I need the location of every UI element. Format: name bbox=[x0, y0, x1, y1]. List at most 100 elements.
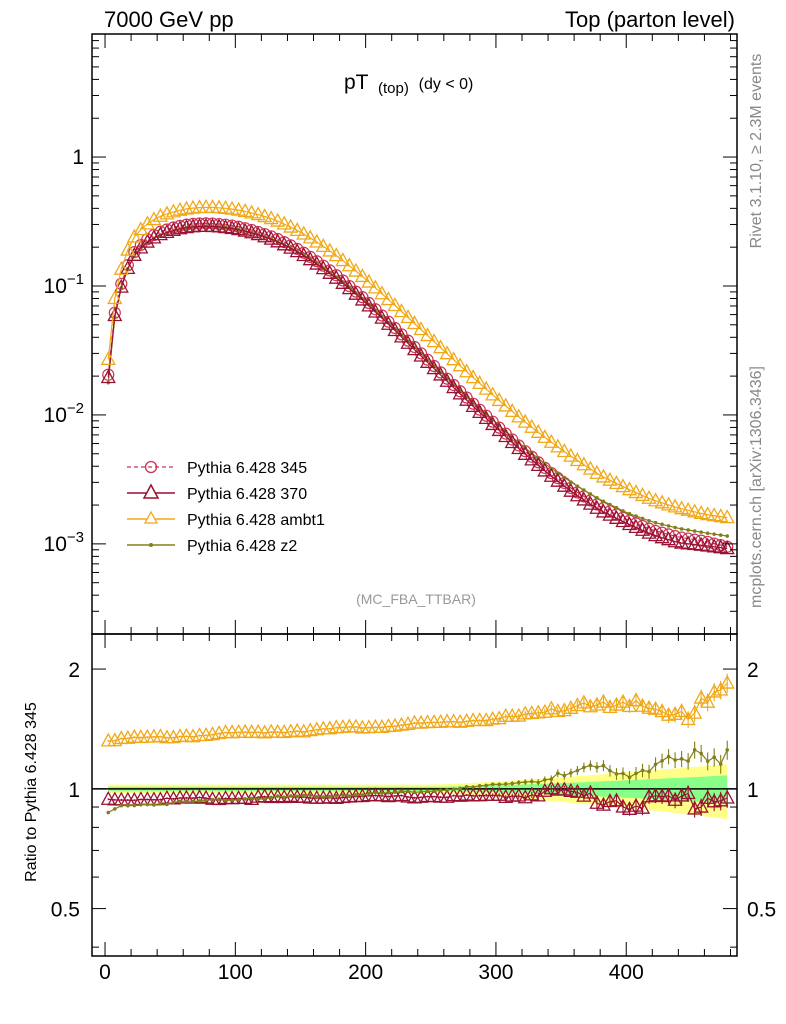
ratio-point-2-59 bbox=[490, 782, 495, 787]
ratio-point-0-81 bbox=[628, 797, 644, 812]
main-point-1-29 bbox=[289, 243, 305, 258]
main-point-2-57 bbox=[472, 374, 488, 389]
ratio-point-0-70 bbox=[556, 781, 572, 796]
main-point-1-37 bbox=[341, 280, 357, 295]
ratio-ytick-label-right-2: 2 bbox=[747, 659, 759, 682]
main-point-1-66 bbox=[530, 457, 546, 472]
main-point-2-45 bbox=[393, 303, 410, 318]
ratio-point-2-72 bbox=[575, 768, 580, 773]
ratio-point-2-63 bbox=[516, 780, 521, 785]
main-point-3-93 bbox=[712, 532, 716, 536]
ratio-point-0-66 bbox=[530, 787, 546, 802]
ratio-point-2-17 bbox=[217, 797, 221, 801]
main-point-1-95 bbox=[719, 540, 735, 555]
main-point-2-37 bbox=[341, 257, 357, 272]
ratio-point-2-49 bbox=[425, 789, 430, 794]
main-point-2-85 bbox=[654, 494, 670, 509]
ratio-point-2-6 bbox=[145, 802, 150, 807]
main-point-3-85 bbox=[660, 522, 664, 527]
ratio-point-1-73 bbox=[576, 694, 592, 709]
ratio-point-0-87 bbox=[667, 791, 683, 806]
ratio-point-1-84 bbox=[647, 700, 664, 715]
main-point-2-49 bbox=[419, 327, 436, 342]
plot-title: pT (top) (dy < 0) bbox=[344, 71, 473, 98]
legend-marker-ambt1 bbox=[143, 510, 159, 524]
legend-marker-345 bbox=[144, 460, 158, 474]
main-point-2-29 bbox=[289, 222, 305, 237]
main-point-1-77 bbox=[602, 506, 618, 521]
main-point-2-90 bbox=[687, 503, 703, 518]
ratio-point-2-51 bbox=[438, 788, 443, 793]
ratio-point-2-48 bbox=[419, 790, 423, 794]
ratio-series-1 bbox=[100, 673, 735, 747]
main-point-1-36 bbox=[335, 274, 351, 289]
ratio-point-2-13 bbox=[191, 799, 195, 804]
ratio-point-1-77 bbox=[602, 699, 618, 714]
main-point-3-70 bbox=[562, 475, 567, 480]
ratio-point-2-78 bbox=[614, 772, 619, 776]
main-point-1-9 bbox=[159, 223, 175, 239]
ratio-point-2-60 bbox=[497, 782, 501, 787]
main-point-1-39 bbox=[354, 291, 370, 306]
ratio-point-0-94 bbox=[713, 792, 729, 807]
main-point-1-8 bbox=[152, 226, 169, 241]
ratio-point-2-28 bbox=[288, 794, 293, 798]
ratio-point-2-58 bbox=[484, 783, 488, 788]
main-point-1-40 bbox=[361, 297, 377, 312]
main-point-2-75 bbox=[589, 464, 605, 479]
ratio-point-2-53 bbox=[451, 787, 456, 792]
main-point-1-46 bbox=[400, 334, 416, 349]
ratio-point-0-52 bbox=[439, 788, 455, 803]
ratio-point-2-8 bbox=[158, 801, 163, 806]
ratio-point-2-94 bbox=[718, 762, 723, 766]
main-point-1-56 bbox=[465, 397, 481, 412]
main-point-1-26 bbox=[270, 233, 286, 248]
legend-entry-345: Pythia 6.428 345 bbox=[127, 460, 307, 477]
main-point-3-89 bbox=[686, 528, 690, 532]
main-point-2-47 bbox=[406, 315, 423, 330]
ratio-point-1-92 bbox=[700, 693, 716, 708]
ratio-point-2-7 bbox=[152, 803, 156, 807]
ratio-point-2-66 bbox=[536, 780, 541, 785]
ratio-point-1-81 bbox=[628, 692, 644, 707]
main-point-1-74 bbox=[582, 495, 599, 510]
main-point-1-42 bbox=[374, 309, 390, 324]
main-point-3-94 bbox=[718, 533, 723, 537]
main-point-2-15 bbox=[198, 198, 214, 213]
main-point-2-52 bbox=[439, 345, 455, 360]
ratio-point-0-76 bbox=[595, 796, 612, 811]
ratio-point-1-78 bbox=[608, 696, 625, 711]
ratio-panel-frame bbox=[91, 633, 738, 957]
ratio-point-2-4 bbox=[132, 803, 137, 808]
xtick-label-4: 400 bbox=[609, 961, 644, 984]
ratio-point-1-74 bbox=[582, 698, 599, 713]
main-point-2-51 bbox=[432, 339, 449, 354]
main-point-2-40 bbox=[361, 273, 377, 288]
main-ytick-label-3: 1 bbox=[72, 146, 84, 169]
main-point-2-9 bbox=[159, 205, 175, 220]
ratio-ytick-label-right-0: 0.5 bbox=[747, 899, 776, 922]
main-point-2-16 bbox=[204, 199, 221, 214]
ratio-point-2-85 bbox=[660, 759, 664, 763]
ratio-point-2-23 bbox=[256, 797, 260, 801]
main-point-3-79 bbox=[621, 509, 625, 513]
main-point-2-31 bbox=[302, 229, 318, 244]
main-point-0-84 bbox=[649, 524, 662, 538]
main-point-1-0 bbox=[100, 369, 116, 384]
ratio-point-2-18 bbox=[223, 798, 228, 803]
ratio-point-2-76 bbox=[601, 763, 606, 768]
main-point-2-27 bbox=[276, 215, 292, 230]
main-point-2-78 bbox=[608, 475, 625, 490]
main-point-2-3 bbox=[120, 241, 136, 256]
ratio-point-2-46 bbox=[406, 789, 410, 794]
ratio-point-2-34 bbox=[328, 794, 332, 799]
ratio-point-2-90 bbox=[692, 748, 697, 752]
main-point-1-75 bbox=[589, 499, 605, 514]
ratio-point-2-11 bbox=[178, 799, 182, 804]
ratio-point-2-57 bbox=[477, 784, 482, 788]
ratio-point-2-67 bbox=[543, 777, 547, 782]
ratio-series-2 bbox=[106, 740, 730, 815]
main-point-2-46 bbox=[400, 309, 416, 324]
ratio-point-2-0 bbox=[106, 810, 111, 815]
ratio-point-2-91 bbox=[699, 751, 703, 756]
